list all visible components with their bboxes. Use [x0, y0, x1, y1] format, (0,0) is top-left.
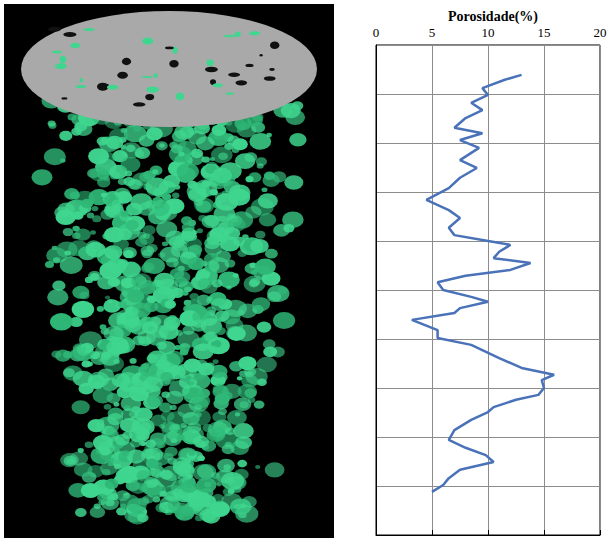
- svg-text:0: 0: [373, 25, 380, 40]
- svg-text:20: 20: [594, 25, 607, 40]
- svg-text:5: 5: [429, 25, 436, 40]
- svg-text:15: 15: [538, 25, 551, 40]
- svg-text:10: 10: [482, 25, 495, 40]
- svg-text:Porosidade(%): Porosidade(%): [448, 9, 538, 25]
